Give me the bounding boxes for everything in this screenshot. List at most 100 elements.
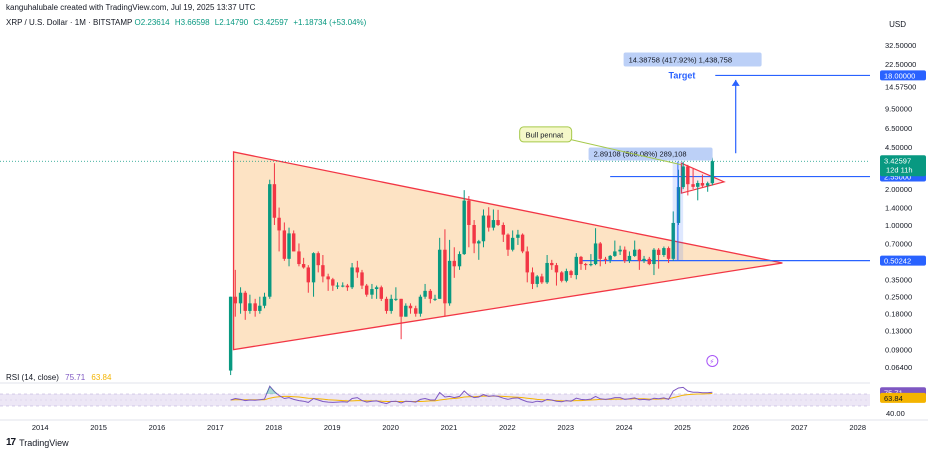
candle-body: [291, 233, 296, 252]
candle-body: [545, 262, 549, 283]
level-badge-0-50: 0.50242: [884, 257, 911, 266]
candle-body: [613, 251, 617, 256]
candle-body: [647, 258, 651, 265]
ohlc-open: O2.23614: [134, 18, 170, 27]
candle-body: [311, 253, 316, 283]
candle-body: [268, 184, 272, 297]
candle-body: [437, 249, 442, 299]
candle-body: [691, 184, 695, 187]
candle-body: [326, 276, 330, 280]
price-tick-label: 6.50000: [885, 124, 912, 133]
annotations: Target 14.38758 (417.92%) 1,438,758 2.8910…: [519, 52, 762, 367]
candle-body: [277, 217, 281, 231]
candle-body: [662, 248, 666, 255]
symbol-name[interactable]: XRP / U.S. Dollar · 1M · BITSTAMP: [6, 18, 133, 27]
measure-label-small: 2.89108 (568.08%) 289,108: [594, 150, 687, 159]
current-price-badge: 3.42597: [884, 156, 911, 165]
price-tick-label: 0.09000: [885, 346, 912, 355]
candle-body: [681, 166, 685, 188]
candle-body: [408, 305, 413, 309]
symbol-header: XRP / U.S. Dollar · 1M · BITSTAMP O2.236…: [6, 18, 366, 27]
level-badge-0-50-bg: [880, 255, 926, 266]
candle-body: [477, 241, 481, 244]
ohlc-close: C3.42597: [253, 18, 289, 27]
candle-body: [579, 256, 583, 265]
candle-body: [233, 296, 238, 304]
time-tick-label: 2019: [324, 423, 341, 432]
candle-body: [350, 267, 354, 288]
currency-label[interactable]: USD: [889, 20, 906, 29]
price-tick-label: 4.50000: [885, 143, 912, 152]
candle-body: [301, 264, 306, 268]
candle-body: [423, 290, 427, 297]
callout-pointer: [567, 138, 682, 166]
candle-body: [627, 255, 632, 261]
rsi-title[interactable]: RSI (14, close): [6, 373, 59, 382]
candle-body: [360, 272, 364, 286]
time-tick-label: 2017: [207, 423, 224, 432]
candle-body: [253, 303, 257, 311]
candle-body: [306, 267, 311, 283]
time-tick-label: 2022: [499, 423, 516, 432]
time-tick-label: 2027: [791, 423, 808, 432]
candle-body: [618, 249, 622, 252]
candle-body: [370, 289, 374, 295]
candle-body: [364, 285, 369, 295]
price-tick-label: 32.50000: [885, 41, 916, 50]
time-tick-label: 2018: [265, 423, 282, 432]
candle-body: [374, 287, 379, 290]
rsi-badge: 75.71: [884, 388, 903, 397]
candle-body: [316, 253, 320, 266]
time-tick-label: 2023: [557, 423, 574, 432]
creator-info: kanguhalubale created with TradingView.c…: [6, 3, 256, 12]
candle-body: [394, 298, 398, 300]
candle-body: [297, 251, 301, 265]
target-label: Target: [669, 70, 696, 80]
candle-body: [345, 285, 350, 288]
candle-body: [696, 183, 700, 187]
candle-body: [700, 183, 705, 186]
candle-body: [520, 234, 525, 252]
time-tick-label: 2026: [733, 423, 750, 432]
time-tick-label: 2016: [149, 423, 166, 432]
candle-body: [384, 298, 389, 311]
candle-body: [608, 255, 612, 260]
candle-body: [671, 222, 675, 259]
candle-body: [428, 290, 433, 299]
candle-body: [501, 224, 506, 235]
candle-body: [496, 220, 500, 225]
candle-body: [593, 243, 598, 265]
candle-body: [243, 292, 247, 311]
candle-body: [569, 271, 573, 276]
candle-body: [530, 272, 535, 284]
candle-body: [642, 258, 646, 261]
time-tick-label: 2025: [674, 423, 691, 432]
rsi-value: 75.71: [65, 373, 86, 382]
candle-countdown: 12d 11h: [886, 165, 913, 174]
candle-body: [686, 166, 690, 185]
candle-body: [705, 183, 710, 186]
measure-label-big-bg: [623, 52, 762, 67]
candle-body: [331, 279, 335, 286]
price-tick-label: 1.00000: [885, 221, 912, 230]
candle-body: [399, 298, 403, 317]
candle-body: [335, 285, 340, 287]
candle-body: [603, 258, 608, 260]
price-axis: 32.50000 22.50000 14.57500 9.50000 6.50000 4.…: [880, 41, 926, 372]
time-tick-label: 2021: [441, 423, 458, 432]
candle-body: [272, 184, 277, 218]
candle-body: [598, 243, 602, 259]
tradingview-logo[interactable]: 17 TradingView: [6, 437, 69, 448]
tradingview-logo-icon: 17: [6, 437, 16, 448]
candlestick-series: [228, 157, 715, 376]
rsi-overbought-fill: [265, 386, 278, 394]
level-badge-18: 18.00000: [884, 71, 915, 80]
branding-text: TradingView: [19, 437, 69, 448]
rsi-ma-badge-bg: [880, 392, 926, 403]
candle-body: [637, 249, 642, 261]
time-axis: 2014 2015 2016 2017 2018 2019 2020 2021 2022 2023…: [32, 423, 866, 432]
candle-body: [321, 265, 325, 277]
rsi-ma-value: 63.84: [91, 373, 112, 382]
price-tick-label: 22.50000: [885, 60, 916, 69]
